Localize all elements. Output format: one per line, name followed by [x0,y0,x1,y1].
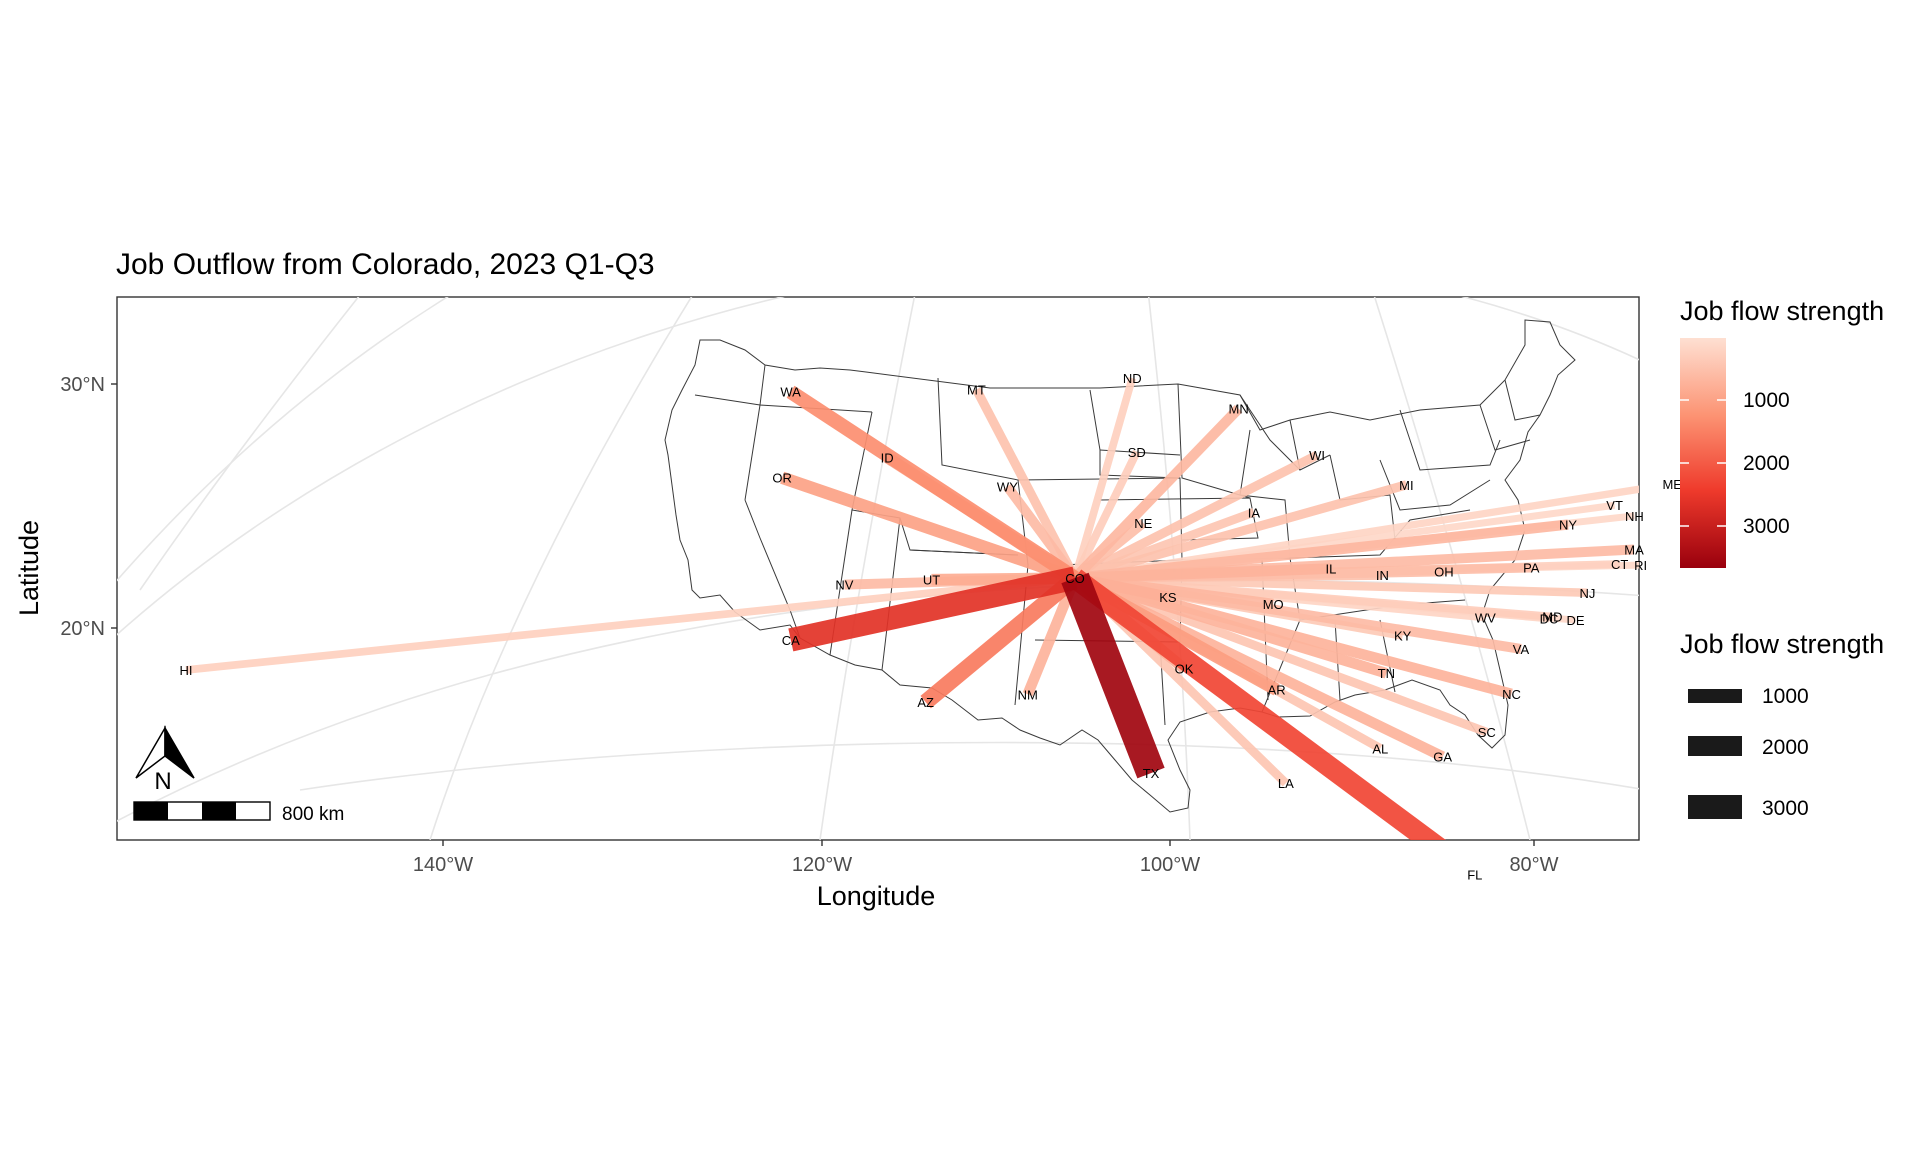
state-label-ne: NE [1134,516,1152,531]
flow-line-nd [1071,377,1136,580]
flow-line-ny [1074,519,1569,584]
flow-line-mn [1071,405,1243,582]
state-label-ga: GA [1433,750,1452,765]
flow-line-sd [1071,450,1141,580]
scale-bar: 800 km [133,801,344,825]
color-legend-label: 1000 [1743,389,1790,412]
flow-line-mi [1073,480,1408,583]
state-label-ut: UT [923,573,940,588]
state-label-fl: FL [1467,868,1482,883]
state-label-de: DE [1566,613,1584,628]
state-label-az: AZ [917,695,934,710]
state-label-dc: DC [1540,612,1559,627]
size-legend-label: 2000 [1762,736,1809,759]
state-label-la: LA [1278,776,1294,791]
state-label-ca: CA [782,633,800,648]
state-label-id: ID [881,450,894,465]
state-label-al: AL [1372,741,1388,756]
scale-bar-label: 800 km [282,804,344,825]
flow-line-hi [185,574,1076,674]
flow-line-wi [1072,450,1320,583]
color-legend-bar [1680,338,1726,568]
x-tick-label: 120°W [792,854,852,876]
state-label-tn: TN [1378,666,1395,681]
size-legend-key [1688,795,1742,819]
state-label-nh: NH [1625,509,1644,524]
flow-line-ca [788,566,1078,652]
y-axis: 30°N 20°N [60,374,117,640]
chart-title: Job Outflow from Colorado, 2023 Q1-Q3 [116,248,655,281]
state-label-md: MD [1542,610,1562,625]
state-label-ky: KY [1394,629,1412,644]
state-label-wy: WY [997,480,1018,495]
flow-line-or [780,471,1078,584]
state-label-wi: WI [1309,448,1325,463]
color-legend: Job flow strength 1000 2000 3000 [1680,296,1884,568]
x-axis-title: Longitude [817,881,936,911]
flow-line-mt [972,387,1080,581]
north-arrow: N [135,725,195,795]
y-tick-label: 20°N [60,618,105,640]
state-label-sd: SD [1128,445,1146,460]
x-tick-label: 100°W [1140,854,1200,876]
y-tick-label: 30°N [60,374,105,396]
size-legend: Job flow strength 1000 2000 3000 [1680,629,1884,820]
x-axis: 140°W 120°W 100°W 80°W [413,840,1559,876]
state-label-nm: NM [1018,687,1038,702]
us-outline [664,319,1576,813]
flow-line-wa [786,385,1079,585]
state-label-nd: ND [1123,371,1142,386]
state-label-ma: MA [1624,543,1644,558]
state-label-wa: WA [780,385,801,400]
flow-line-tx [1061,572,1165,779]
state-label-nc: NC [1502,687,1521,702]
state-label-tx: TX [1143,766,1160,781]
state-labels: TX CA FL AZ WA AR OR ID UT OK KS NM TN GA IL NC MO MN NY WY… [180,371,1683,882]
state-label-vt: VT [1606,498,1623,513]
flow-line-il [1074,563,1332,584]
size-legend-title: Job flow strength [1680,629,1884,659]
state-label-ct: CT [1611,557,1628,572]
state-label-mn: MN [1228,402,1248,417]
size-legend-key [1688,736,1742,756]
state-label-in: IN [1376,568,1389,583]
state-label-il: IL [1325,562,1336,577]
flow-line-az [920,571,1081,709]
size-legend-key [1688,689,1742,703]
state-label-nj: NJ [1579,586,1595,601]
state-label-mi: MI [1399,478,1413,493]
flow-line-fl [1068,569,1446,840]
state-label-va: VA [1513,642,1530,657]
state-label-ks: KS [1159,590,1177,605]
state-label-mo: MO [1263,597,1284,612]
state-label-hi: HI [180,663,193,678]
state-label-ia: IA [1248,505,1261,520]
state-label-pa: PA [1523,561,1540,576]
size-legend-label: 1000 [1762,685,1809,708]
color-legend-label: 3000 [1743,515,1790,538]
state-label-oh: OH [1434,565,1454,580]
state-label-sc: SC [1478,725,1496,740]
color-legend-title: Job flow strength [1680,296,1884,326]
state-label-ri: RI [1634,558,1647,573]
x-tick-label: 80°W [1509,854,1558,876]
y-axis-title: Latitude [14,520,44,616]
state-label-wv: WV [1475,611,1496,626]
state-label-ar: AR [1268,683,1286,698]
x-tick-label: 140°W [413,854,473,876]
state-label-or: OR [772,471,792,486]
state-label-mt: MT [967,383,986,398]
north-arrow-label: N [154,768,171,795]
state-label-ny: NY [1559,518,1577,533]
color-legend-label: 2000 [1743,452,1790,475]
state-label-me: ME [1662,477,1682,492]
state-label-ok: OK [1175,662,1194,677]
state-label-co: CO [1065,571,1085,586]
size-legend-label: 3000 [1762,797,1809,820]
flow-lines [185,377,1639,840]
state-label-nv: NV [835,578,853,593]
